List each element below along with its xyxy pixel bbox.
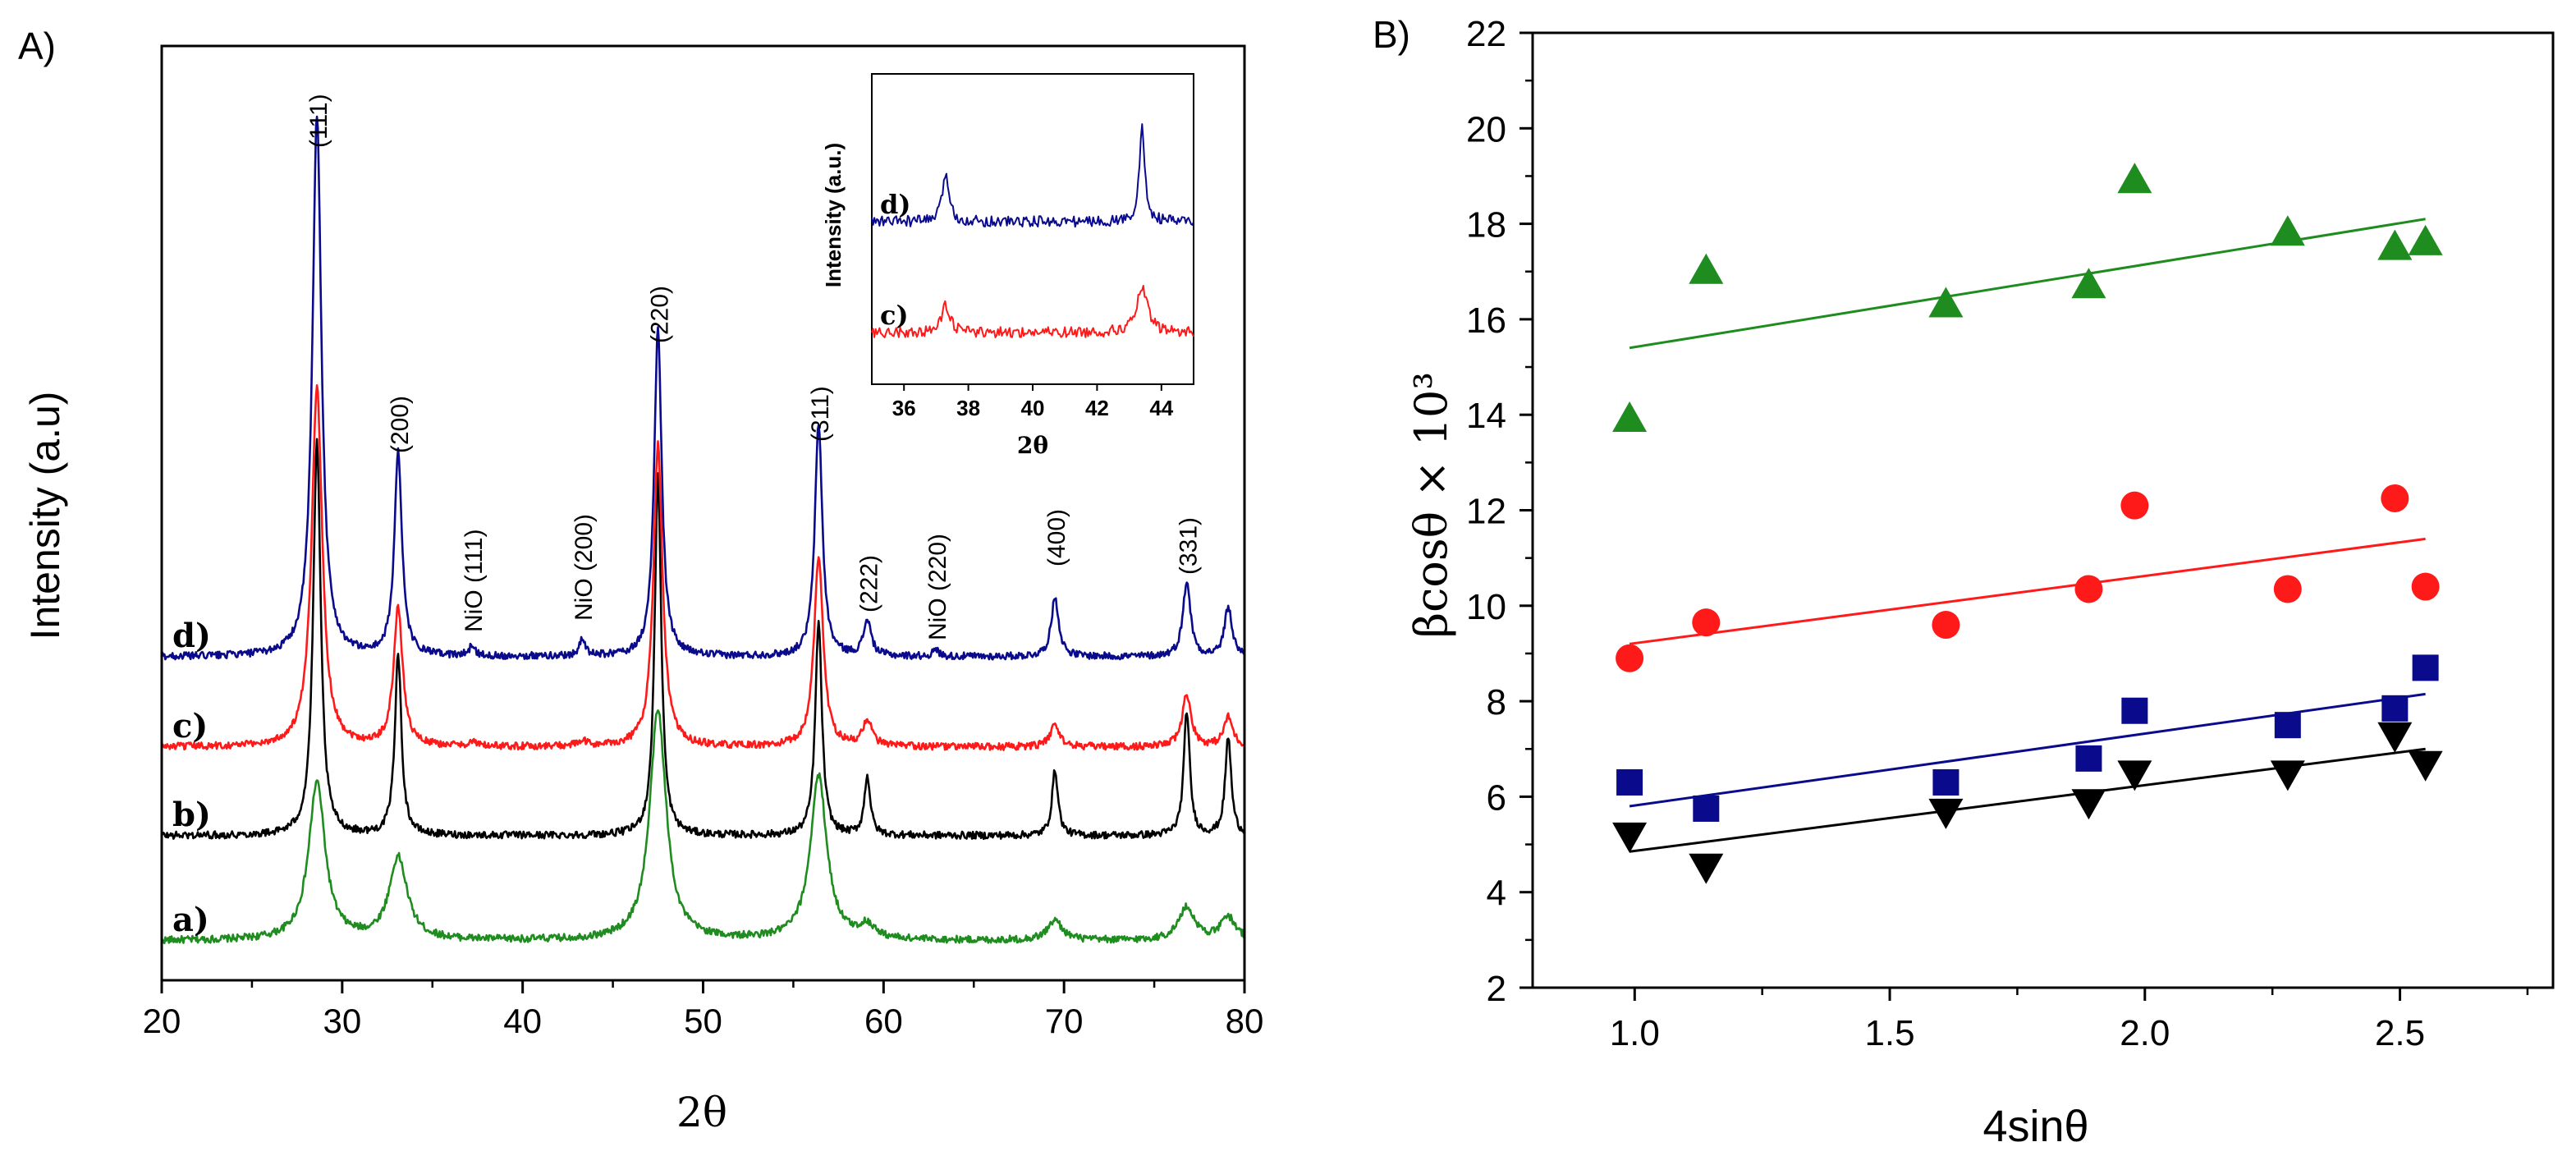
inset-y-axis-title: Intensity (a.u.): [821, 143, 846, 287]
panel-a-peak-label: (400): [1043, 509, 1070, 566]
inset-x-tick-label: 40: [1021, 396, 1045, 420]
panel-a-peak-label: NiO (111): [461, 529, 488, 632]
panel-b-point-circle: [2074, 575, 2103, 603]
panel-b-point-triangle-down: [2117, 760, 2152, 791]
panel-a-peak-label: (311): [807, 386, 834, 442]
panel-b-point-triangle-up: [1689, 253, 1724, 284]
panel-b-fit-line-triangle-down: [1629, 747, 2426, 853]
panel-b-y-tick-label: 16: [1466, 300, 1506, 341]
panel-a-peak-label: (111): [305, 94, 332, 148]
panel-b-point-circle: [2120, 491, 2149, 520]
panel-a-x-tick-label: 70: [1045, 1002, 1084, 1040]
panel-a-trace-label: d): [172, 617, 211, 655]
panel-a-x-tick-label: 30: [323, 1002, 361, 1040]
panel-a-trace-label: b): [172, 796, 211, 834]
panel-a-trace-c: [160, 383, 1245, 751]
panel-b-fit-line-triangle-up: [1629, 218, 2426, 350]
panel-a-peak-label: NiO (200): [571, 514, 598, 621]
panel-a-trace-d: [160, 115, 1246, 661]
panel-b-point-square: [2121, 697, 2148, 724]
panel-b-point-square: [2274, 712, 2301, 739]
panel-a: A) a) b) c) d) (111) (200) NiO (111) NiO (200)…: [18, 25, 1263, 1136]
panel-b-point-circle: [1616, 644, 1644, 672]
inset-trace-d: [871, 123, 1194, 228]
panel-a-peak-label: (331): [1176, 517, 1203, 575]
panel-b-label: B): [1373, 13, 1410, 56]
inset-x-tick-label: 38: [956, 396, 980, 420]
panel-a-x-tick-label: 40: [503, 1002, 542, 1040]
inset-trace-label: d): [880, 189, 911, 220]
panel-a-x-tick-label: 20: [143, 1002, 181, 1040]
panel-b-x-tick-label: 1.0: [1610, 1013, 1660, 1053]
panel-b-point-circle: [2381, 484, 2409, 512]
panel-a-peak-label: (220): [647, 286, 674, 343]
panel-b-y-tick-label: 14: [1466, 396, 1506, 436]
panel-b-point-triangle-up: [1612, 401, 1648, 433]
panel-b-fit-line-square: [1629, 692, 2426, 808]
panel-b-point-circle: [2273, 575, 2302, 603]
panel-b-point-circle: [1932, 611, 1960, 640]
panel-a-trace-label: c): [172, 707, 208, 745]
panel-a-x-tick-label: 80: [1226, 1002, 1264, 1040]
panel-a-x-tick-label: 60: [864, 1002, 903, 1040]
panel-b-point-square: [1693, 795, 1720, 822]
panel-a-x-tick-label: 50: [684, 1002, 722, 1040]
panel-b-x-axis-title: 4sinθ: [1982, 1102, 2088, 1151]
panel-b-y-tick-label: 20: [1466, 109, 1506, 149]
panel-a-trace-a: [160, 709, 1245, 945]
panel-b-y-tick-label: 6: [1487, 777, 1506, 818]
panel-b-point-triangle-up: [2071, 268, 2106, 299]
panel-a-label: A): [18, 25, 56, 67]
panel-b-point-square: [2381, 695, 2409, 722]
panel-b-x-tick-label: 2.0: [2120, 1013, 2170, 1053]
panel-b-point-triangle-up: [2270, 215, 2305, 246]
inset-trace-label: c): [880, 300, 909, 331]
panel-b-x-tick-label: 1.5: [1864, 1013, 1914, 1053]
panel-b-y-tick-label: 10: [1466, 587, 1506, 627]
panel-b-point-triangle-down: [2270, 760, 2305, 791]
panel-b-y-tick-label: 18: [1466, 205, 1506, 245]
panel-b-y-tick-label: 8: [1487, 682, 1506, 722]
panel-b-point-triangle-down: [2408, 750, 2443, 782]
inset-trace-c: [871, 285, 1194, 338]
panel-b-point-triangle-up: [2117, 163, 2152, 194]
panel-b-point-triangle-down: [1928, 798, 1964, 829]
panel-b-y-tick-label: 2: [1487, 969, 1506, 1009]
panel-b-point-square: [1616, 768, 1643, 796]
panel-b-point-circle: [2411, 572, 2440, 601]
panel-b-point-circle: [1692, 608, 1721, 637]
panel-b-point-square: [1932, 768, 1960, 796]
panel-b-point-triangle-up: [1928, 287, 1964, 318]
panel-b-point-triangle-down: [2377, 722, 2413, 753]
panel-a-trace-b: [161, 438, 1246, 841]
panel-b-point-triangle-up: [2377, 229, 2413, 260]
inset-x-tick-label: 36: [892, 396, 916, 420]
panel-b-point-triangle-down: [1689, 853, 1724, 884]
inset-x-axis-title: 2θ: [1017, 432, 1048, 459]
inset-x-tick-label: 44: [1149, 396, 1173, 420]
panel-b-x-tick-label: 2.5: [2375, 1013, 2425, 1053]
panel-b-point-triangle-down: [2071, 789, 2106, 820]
panel-b-point-triangle-down: [1612, 822, 1648, 853]
panel-b-point-square: [2412, 654, 2439, 681]
panel-a-peak-label: (200): [387, 396, 414, 453]
panel-b-fit-line-circle: [1629, 537, 2426, 645]
panel-a-trace-label: a): [172, 901, 209, 939]
panel-a-y-axis-title: Intensity (a.u): [22, 392, 68, 640]
panel-a-x-axis-title: 2θ: [676, 1089, 727, 1136]
panel-a-peak-label: NiO (220): [924, 534, 951, 640]
inset-x-tick-label: 42: [1085, 396, 1109, 420]
panel-a-peak-label: (222): [856, 555, 883, 612]
panel-b-y-tick-label: 12: [1466, 492, 1506, 532]
panel-b-y-axis-title: βcosθ × 10³: [1405, 372, 1457, 638]
panel-b-y-tick-label: 4: [1487, 874, 1506, 914]
panel-b-point-square: [2075, 745, 2102, 772]
inset-frame: [871, 73, 1194, 385]
panel-b-point-triangle-up: [2408, 224, 2443, 255]
panel-b-y-tick-label: 22: [1466, 14, 1506, 54]
